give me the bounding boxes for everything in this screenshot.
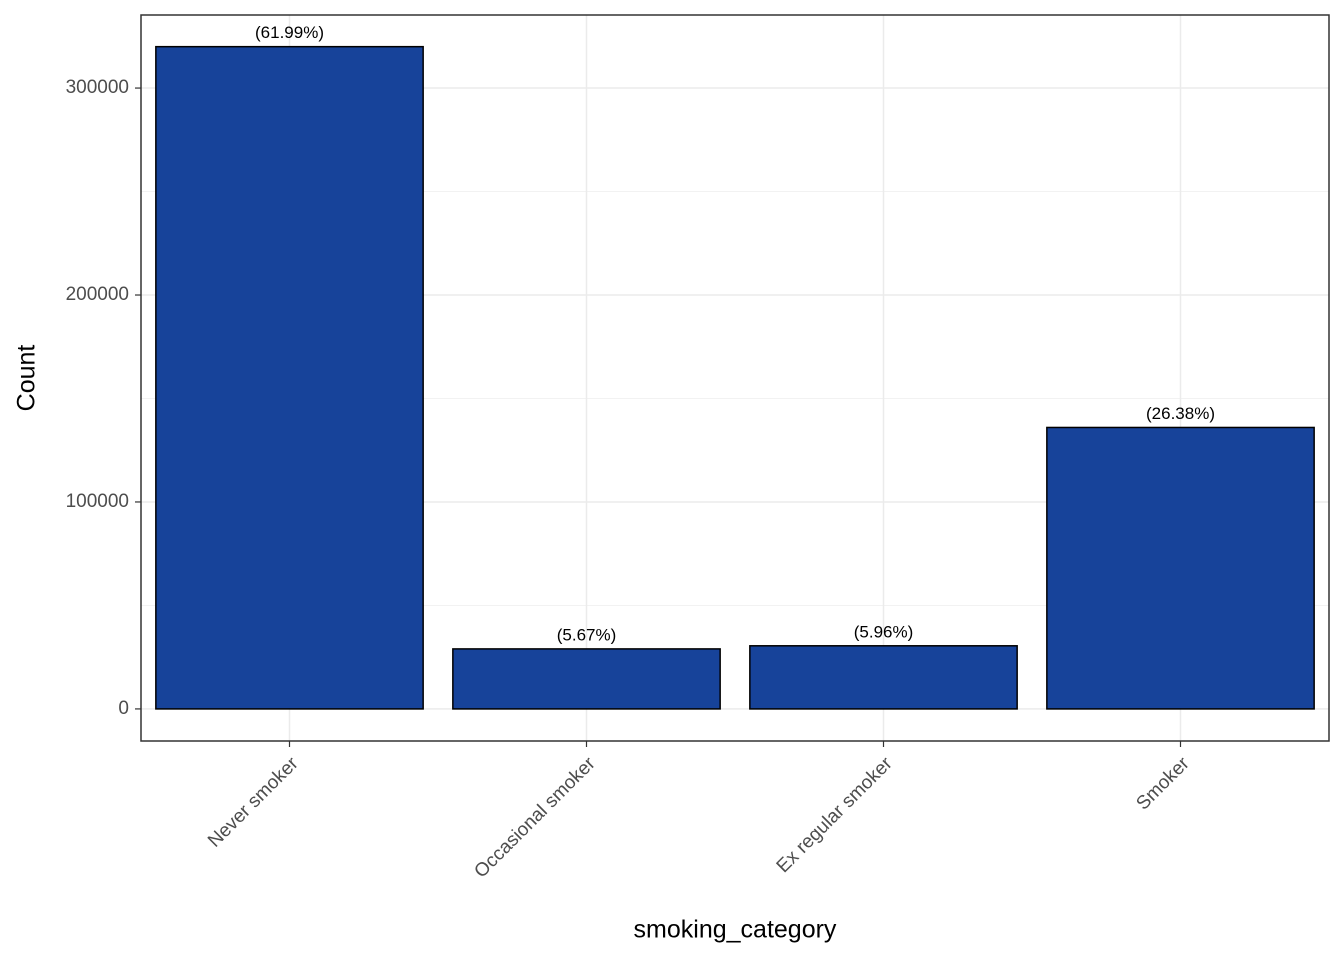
bar — [155, 45, 424, 710]
x-axis-title: smoking_category — [634, 916, 837, 944]
bar — [749, 645, 1018, 710]
x-tick-label: Never smoker — [204, 753, 303, 852]
bar — [452, 648, 721, 710]
y-tick-label: 100000 — [66, 491, 129, 512]
x-tick-label: Ex regular smoker — [773, 753, 897, 877]
bar-label: (5.67%) — [557, 625, 617, 644]
y-axis-title: Count — [13, 345, 41, 412]
y-tick-label: 300000 — [66, 77, 129, 98]
bar — [1046, 426, 1315, 710]
x-tick-label: Smoker — [1132, 753, 1194, 815]
bar-label: (5.96%) — [854, 622, 914, 641]
y-tick-label: 200000 — [66, 284, 129, 305]
y-tick-label: 0 — [118, 698, 129, 719]
x-tick-label: Occasional smoker — [470, 753, 600, 883]
bar-label: (26.38%) — [1146, 404, 1215, 423]
bar-label: (61.99%) — [255, 23, 324, 42]
panel-border — [140, 14, 1330, 742]
